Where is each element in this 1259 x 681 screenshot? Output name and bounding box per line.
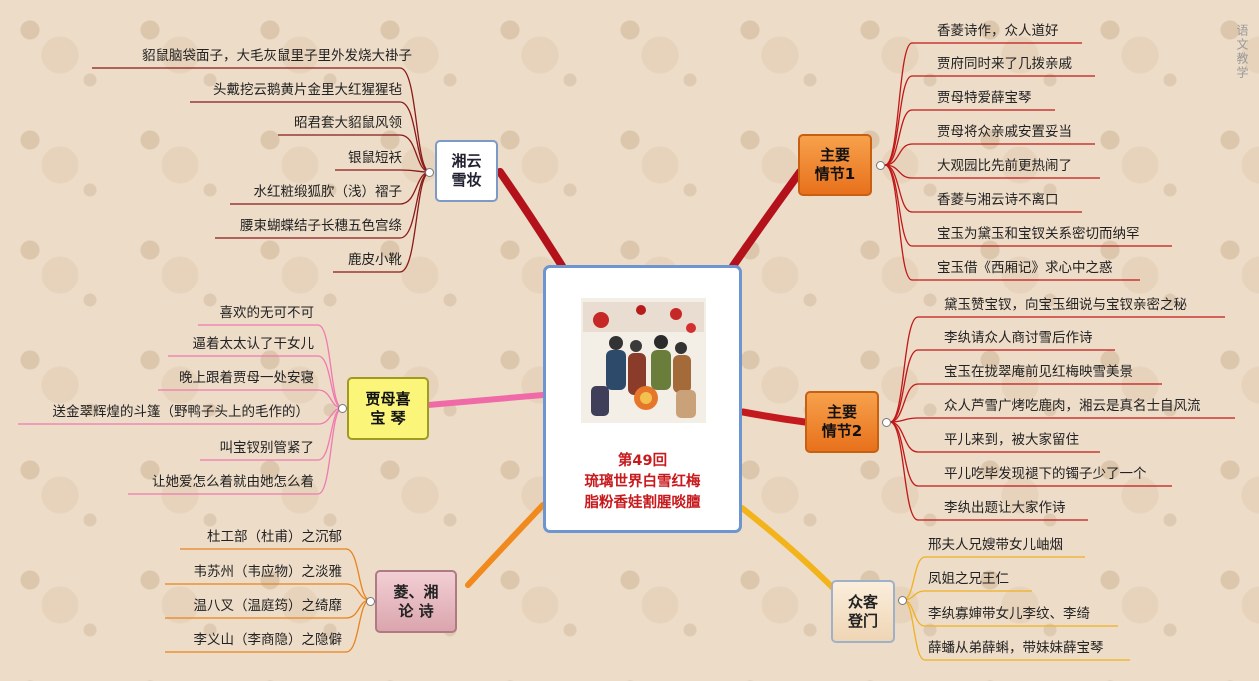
chapter-title-line1: 琉璃世界白雪红梅 xyxy=(584,474,701,490)
leaf-item[interactable]: 大观园比先前更热闹了 xyxy=(937,158,1072,174)
branch-poetry-node[interactable]: 菱、湘 论 诗 xyxy=(375,570,457,633)
collapse-toggle-icon[interactable] xyxy=(338,404,347,413)
leaf-item[interactable]: 杜工部（杜甫）之沉郁 xyxy=(207,529,342,545)
leaf-item[interactable]: 晚上跟着贾母一处安寝 xyxy=(179,370,314,386)
leaf-item[interactable]: 凤姐之兄王仁 xyxy=(928,571,1009,587)
collapse-toggle-icon[interactable] xyxy=(876,161,885,170)
leaf-item[interactable]: 头戴挖云鹅黄片金里大红猩猩毡 xyxy=(213,82,402,98)
leaf-item[interactable]: 温八叉（温庭筠）之绮靡 xyxy=(193,598,343,614)
leaf-item[interactable]: 李纨寡婶带女儿李纹、李绮 xyxy=(928,606,1090,622)
leaf-item[interactable]: 平儿来到，被大家留住 xyxy=(944,432,1079,448)
leaf-item[interactable]: 韦苏州（韦应物）之淡雅 xyxy=(193,564,343,580)
leaf-item[interactable]: 让她爱怎么着就由她怎么着 xyxy=(152,474,314,490)
leaf-item[interactable]: 银鼠短袄 xyxy=(348,150,402,166)
leaf-item[interactable]: 李纨出题让大家作诗 xyxy=(944,500,1066,516)
leaf-item[interactable]: 平儿吃毕发现褪下的镯子少了一个 xyxy=(944,466,1147,482)
watermark: 语文教学 xyxy=(1235,24,1249,80)
branch-plot2-node[interactable]: 主要 情节2 xyxy=(805,391,879,453)
leaf-item[interactable]: 香菱诗作，众人道好 xyxy=(937,23,1059,39)
leaf-item[interactable]: 逼着太太认了干女儿 xyxy=(192,336,315,352)
leaf-item[interactable]: 贾母特爱薛宝琴 xyxy=(937,90,1032,106)
leaf-item[interactable]: 腰束蝴蝶结子长穗五色宫绦 xyxy=(240,218,402,234)
collapse-toggle-icon[interactable] xyxy=(882,418,891,427)
leaf-item[interactable]: 邢夫人兄嫂带女儿岫烟 xyxy=(928,537,1063,553)
leaf-item[interactable]: 李纨请众人商讨雪后作诗 xyxy=(944,330,1093,346)
leaf-item[interactable]: 水红粧缎狐肷（浅）褶子 xyxy=(253,184,403,200)
leaf-item[interactable]: 喜欢的无可不可 xyxy=(219,305,315,321)
collapse-toggle-icon[interactable] xyxy=(425,168,434,177)
leaf-item[interactable]: 宝玉在拢翠庵前见红梅映雪美景 xyxy=(944,364,1133,380)
leaf-item[interactable]: 送金翠辉煌的斗篷（野鸭子头上的毛作的） xyxy=(52,404,310,420)
leaf-item[interactable]: 鹿皮小靴 xyxy=(348,252,402,268)
leaf-item[interactable]: 李义山（李商隐）之隐僻 xyxy=(193,632,343,648)
leaf-item[interactable]: 贾母将众亲戚安置妥当 xyxy=(937,124,1072,140)
chapter-title-line2: 脂粉香娃割腥啖膻 xyxy=(584,495,701,511)
branch-xiangyun-node[interactable]: 湘云 雪妆 xyxy=(435,140,498,202)
leaf-item[interactable]: 昭君套大貂鼠风领 xyxy=(294,115,402,131)
branch-plot1-node[interactable]: 主要 情节1 xyxy=(798,134,872,196)
leaf-item[interactable]: 黛玉赞宝钗，向宝玉细说与宝钗亲密之秘 xyxy=(944,297,1187,313)
collapse-toggle-icon[interactable] xyxy=(366,597,375,606)
chapter-number: 第49回 xyxy=(617,453,668,469)
central-topic[interactable]: 第49回 琉璃世界白雪红梅 脂粉香娃割腥啖膻 xyxy=(543,265,742,533)
leaf-item[interactable]: 贾府同时来了几拨亲戚 xyxy=(937,56,1072,72)
chapter-illustration xyxy=(581,298,706,423)
leaf-item[interactable]: 叫宝钗别管紧了 xyxy=(219,440,315,456)
leaf-item[interactable]: 宝玉为黛玉和宝钗关系密切而纳罕 xyxy=(937,226,1140,242)
collapse-toggle-icon[interactable] xyxy=(898,596,907,605)
leaf-item[interactable]: 众人芦雪广烤吃鹿肉，湘云是真名士自风流 xyxy=(944,398,1201,414)
leaf-item[interactable]: 宝玉借《西厢记》求心中之惑 xyxy=(937,260,1113,276)
branch-guests-node[interactable]: 众客 登门 xyxy=(831,580,895,643)
branch-jiamu-node[interactable]: 贾母喜 宝 琴 xyxy=(347,377,429,440)
leaf-item[interactable]: 貂鼠脑袋面子，大毛灰鼠里子里外发烧大褂子 xyxy=(142,48,412,64)
leaf-item[interactable]: 香菱与湘云诗不离口 xyxy=(937,192,1059,208)
leaf-item[interactable]: 薛蟠从弟薛蝌，带妹妹薛宝琴 xyxy=(928,640,1104,656)
